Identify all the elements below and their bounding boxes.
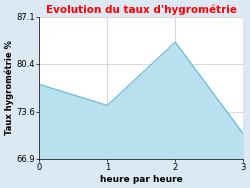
Title: Evolution du taux d'hygrométrie: Evolution du taux d'hygrométrie — [46, 4, 237, 15]
X-axis label: heure par heure: heure par heure — [100, 175, 183, 184]
Y-axis label: Taux hygrométrie %: Taux hygrométrie % — [4, 40, 14, 135]
